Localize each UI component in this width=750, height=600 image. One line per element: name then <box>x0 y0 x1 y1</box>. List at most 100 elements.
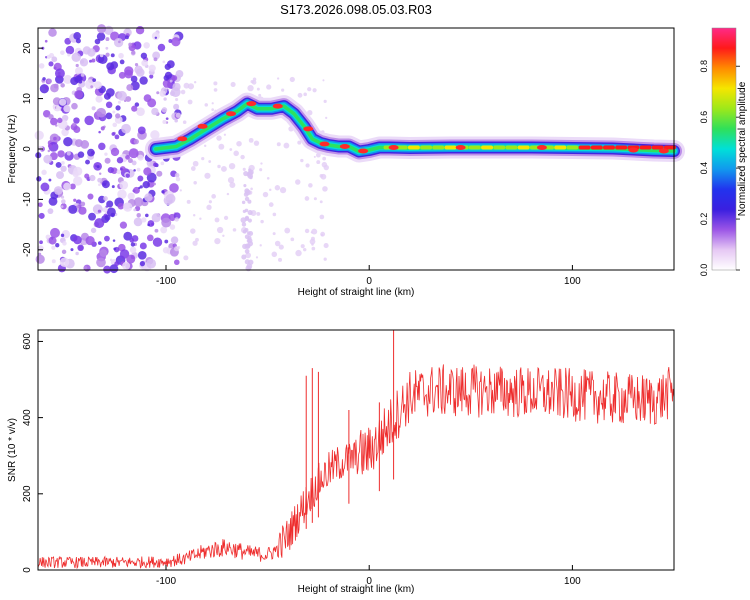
spectrogram-noise-blob <box>115 105 121 111</box>
spectrogram-hotspot <box>407 145 420 150</box>
spectrogram-noise-blob <box>247 84 254 92</box>
spectrogram-noise-blob <box>159 90 166 97</box>
spectrogram-noise-cloud <box>34 24 329 274</box>
spectrogram-noise-blob <box>147 98 157 108</box>
spectrogram-noise-blob <box>53 83 59 89</box>
spectrogram-noise-blob <box>67 53 71 57</box>
spectrogram-peak <box>272 103 283 109</box>
spectrogram-noise-blob <box>161 190 165 194</box>
spectrogram-noise-blob <box>183 255 189 261</box>
spectrogram-noise-blob <box>308 183 313 188</box>
spectrogram-noise-blob <box>139 242 147 250</box>
spectrogram-noise-blob <box>79 58 89 67</box>
spectrogram-noise-blob <box>104 235 110 242</box>
spectrogram-noise-blob <box>146 172 157 183</box>
spectrogram-noise-blob <box>256 87 260 91</box>
spectrogram-noise-blob <box>133 138 139 145</box>
spectrogram-noise-blob <box>106 88 115 97</box>
spectrogram-noise-blob <box>250 187 253 191</box>
spectrogram-noise-blob <box>105 37 110 42</box>
spectrogram-noise-blob <box>97 241 102 245</box>
spectrogram-noise-blob <box>85 236 95 246</box>
spectrogram-noise-blob <box>322 156 327 161</box>
spectrogram-noise-blob <box>228 162 236 170</box>
spectrogram-x-tick-label: 0 <box>366 276 372 287</box>
spectrogram-noise-blob <box>48 178 52 182</box>
spectrogram-noise-blob <box>217 164 221 169</box>
spectrogram-noise-blob <box>320 173 327 180</box>
spectrogram-noise-blob <box>302 247 307 252</box>
spectrogram-noise-blob <box>134 63 139 67</box>
spectrogram-hotspot <box>639 145 652 150</box>
spectrogram-noise-blob <box>120 167 123 171</box>
spectrogram-noise-blob <box>117 90 127 101</box>
spectrogram-noise-blob <box>244 188 250 194</box>
spectrogram-noise-blob <box>295 249 302 257</box>
spectrogram-noise-blob <box>223 133 227 136</box>
snr-y-tick-label: 600 <box>22 333 33 350</box>
spectrogram-noise-blob <box>208 160 212 163</box>
spectrogram-y-tick-label: -20 <box>22 242 33 257</box>
spectrogram-noise-blob <box>187 99 193 105</box>
spectrogram-noise-blob <box>75 251 79 256</box>
spectrogram-hotspot <box>615 145 628 150</box>
spectrogram-noise-blob <box>151 32 160 41</box>
snr-x-tick-label: 0 <box>366 576 372 587</box>
spectrogram-noise-blob <box>174 118 178 123</box>
spectrogram-noise-blob <box>151 222 154 226</box>
spectrogram-noise-blob <box>163 97 167 101</box>
spectrogram-noise-blob <box>169 183 179 193</box>
spectrogram-noise-blob <box>111 132 116 136</box>
spectrogram-noise-blob <box>201 156 205 161</box>
spectrogram-noise-blob <box>256 211 261 216</box>
spectrogram-noise-blob <box>190 228 196 234</box>
spectrogram-noise-blob <box>133 186 140 194</box>
spectrogram-noise-blob <box>174 172 180 178</box>
spectrogram-noise-blob <box>284 227 291 234</box>
spectrogram-peak <box>197 123 208 129</box>
spectrogram-noise-blob <box>160 161 165 166</box>
spectrogram-noise-blob <box>88 212 96 221</box>
spectrogram-noise-blob <box>112 239 116 242</box>
spectrogram-noise-blob <box>116 169 122 175</box>
spectrogram-noise-blob <box>99 249 108 257</box>
spectrogram-noise-blob <box>128 42 133 47</box>
spectrogram-noise-blob <box>175 97 179 102</box>
spectrogram-noise-blob <box>172 82 181 91</box>
spectrogram-noise-blob <box>105 112 113 120</box>
colorbar-tick-label: 0.8 <box>699 60 709 73</box>
spectrogram-peak <box>226 111 237 117</box>
spectrogram-noise-blob <box>319 214 325 220</box>
spectrogram-noise-blob <box>242 167 246 171</box>
spectrogram-noise-blob <box>55 124 58 127</box>
spectrogram-noise-blob <box>232 228 237 232</box>
spectrogram-noise-blob <box>60 50 65 55</box>
spectrogram-noise-blob <box>125 173 130 178</box>
spectrogram-noise-blob <box>52 97 62 106</box>
spectrogram-hotspot <box>590 145 603 150</box>
spectrogram-noise-blob <box>61 161 65 165</box>
spectrogram-noise-blob <box>50 117 58 126</box>
spectrogram-noise-blob <box>244 208 249 213</box>
spectrogram-noise-blob <box>48 236 57 245</box>
spectrogram-noise-blob <box>137 154 144 161</box>
spectrogram-noise-blob <box>71 102 78 110</box>
spectrogram-noise-blob <box>98 130 101 134</box>
snr-frame <box>37 329 675 571</box>
spectrogram-noise-blob <box>208 200 212 204</box>
spectrogram-noise-blob <box>70 123 78 131</box>
spectrogram-noise-blob <box>247 210 253 216</box>
spectrogram-noise-blob <box>109 264 119 274</box>
spectrogram-noise-blob <box>75 63 79 68</box>
spectrogram-noise-blob <box>73 117 80 124</box>
spectrogram-noise-blob <box>249 175 253 180</box>
spectrogram-noise-blob <box>320 233 324 237</box>
spectrogram-peak <box>303 126 314 132</box>
spectrogram-noise-blob <box>154 228 159 233</box>
spectrogram-noise-blob <box>105 46 109 50</box>
spectrogram-noise-blob <box>43 154 53 164</box>
spectrogram-noise-blob <box>84 173 90 179</box>
spectrogram-noise-blob <box>133 217 143 227</box>
snr-y-ticks: 0 200 400 600 <box>22 333 43 573</box>
colorbar-tick-label: 0.0 <box>699 264 709 277</box>
